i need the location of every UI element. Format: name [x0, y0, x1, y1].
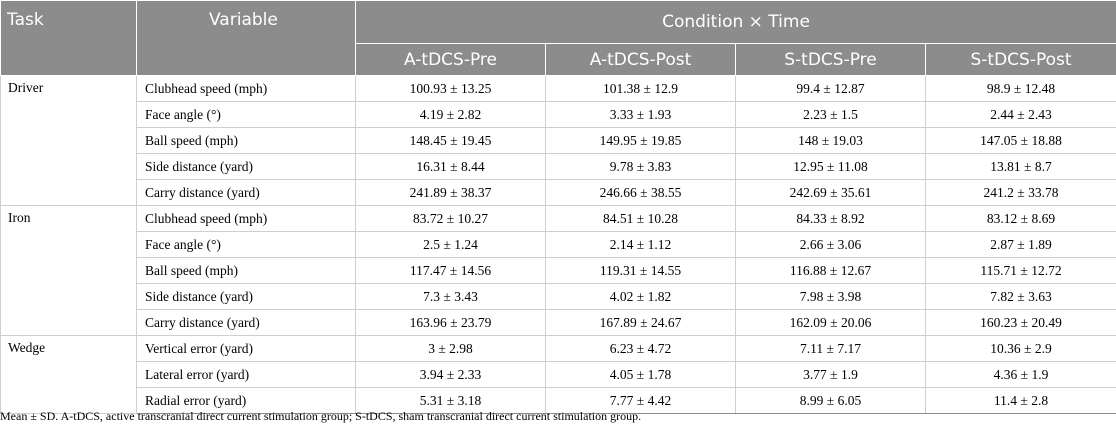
value-cell: 242.69 ± 35.61 [735, 179, 926, 206]
value-cell: 8.99 ± 6.05 [735, 387, 926, 414]
table-row: Carry distance (yard) 241.89 ± 38.37 246.6… [1, 179, 1116, 206]
value-cell: 7.98 ± 3.98 [735, 283, 926, 310]
header-variable: Variable [136, 0, 356, 76]
value-cell: 4.05 ± 1.78 [545, 361, 736, 388]
table-row: Iron Clubhead speed (mph) 83.72 ± 10.27 84.… [0, 205, 1116, 336]
value-cell: 241.2 ± 33.78 [924, 179, 1116, 206]
value-cell: 162.09 ± 20.06 [735, 309, 926, 336]
table-row: Ball speed (mph) 117.47 ± 14.56 119.31 ± 1… [1, 257, 1116, 284]
value-cell: 119.31 ± 14.55 [545, 257, 736, 284]
value-cell: 163.96 ± 23.79 [355, 309, 546, 336]
header-col-s-tdcs-pre: S-tDCS-Pre [735, 43, 926, 76]
value-cell: 148.45 ± 19.45 [355, 127, 546, 154]
value-cell: 13.81 ± 8.7 [924, 153, 1116, 180]
table-row: Face angle (°) 2.5 ± 1.24 2.14 ± 1.12 2.66 … [1, 231, 1116, 258]
variable-cell: Side distance (yard) [136, 283, 356, 310]
value-cell: 11.4 ± 2.8 [924, 387, 1116, 414]
value-cell: 241.89 ± 38.37 [355, 179, 546, 206]
value-cell: 115.71 ± 12.72 [924, 257, 1116, 284]
header-col-a-tdcs-pre: A-tDCS-Pre [355, 43, 546, 76]
value-cell: 2.87 ± 1.89 [924, 231, 1116, 258]
variable-cell: Radial error (yard) [136, 387, 356, 414]
header-task: Task [0, 0, 137, 76]
value-cell: 83.72 ± 10.27 [355, 205, 546, 232]
value-cell: 148 ± 19.03 [735, 127, 926, 154]
value-cell: 4.02 ± 1.82 [545, 283, 736, 310]
variable-cell: Lateral error (yard) [136, 361, 356, 388]
variable-cell: Ball speed (mph) [136, 127, 356, 154]
value-cell: 99.4 ± 12.87 [735, 75, 926, 102]
value-cell: 3.94 ± 2.33 [355, 361, 546, 388]
table-header: Task Variable Condition × Time A-tDCS-Pr… [0, 0, 1116, 76]
value-cell: 4.36 ± 1.9 [924, 361, 1116, 388]
value-cell: 84.33 ± 8.92 [735, 205, 926, 232]
value-cell: 3.77 ± 1.9 [735, 361, 926, 388]
variable-cell: Clubhead speed (mph) [136, 205, 356, 232]
variable-cell: Ball speed (mph) [136, 257, 356, 284]
value-cell: 2.66 ± 3.06 [735, 231, 926, 258]
variable-cell: Vertical error (yard) [136, 335, 356, 362]
value-cell: 4.19 ± 2.82 [355, 101, 546, 128]
variable-cell: Carry distance (yard) [136, 179, 356, 206]
variable-cell: Carry distance (yard) [136, 309, 356, 336]
value-cell: 98.9 ± 12.48 [924, 75, 1116, 102]
value-cell: 2.44 ± 2.43 [924, 101, 1116, 128]
table-row: Driver Clubhead speed (mph) 100.93 ± 13.25… [0, 75, 1116, 206]
value-cell: 12.95 ± 11.08 [735, 153, 926, 180]
value-cell: 100.93 ± 13.25 [355, 75, 546, 102]
header-condition-time: Condition × Time [354, 0, 1116, 44]
value-cell: 7.82 ± 3.63 [924, 283, 1116, 310]
value-cell: 2.5 ± 1.24 [355, 231, 546, 258]
value-cell: 9.78 ± 3.83 [545, 153, 736, 180]
value-cell: 7.3 ± 3.43 [355, 283, 546, 310]
header-col-a-tdcs-post: A-tDCS-Post [545, 43, 736, 76]
value-cell: 7.11 ± 7.17 [735, 335, 926, 362]
value-cell: 2.14 ± 1.12 [545, 231, 736, 258]
value-cell: 147.05 ± 18.88 [924, 127, 1116, 154]
variable-cell: Side distance (yard) [136, 153, 356, 180]
task-cell: Wedge [0, 335, 137, 414]
value-cell: 5.31 ± 3.18 [355, 387, 546, 414]
variable-cell: Face angle (°) [136, 101, 356, 128]
value-cell: 117.47 ± 14.56 [355, 257, 546, 284]
value-cell: 3 ± 2.98 [355, 335, 546, 362]
value-cell: 167.89 ± 24.67 [545, 309, 736, 336]
value-cell: 6.23 ± 4.72 [545, 335, 736, 362]
value-cell: 160.23 ± 20.49 [924, 309, 1116, 336]
table-row: Face angle (°) 4.19 ± 2.82 3.33 ± 1.93 2.23… [1, 101, 1116, 128]
value-cell: 2.23 ± 1.5 [735, 101, 926, 128]
table-row: Wedge Vertical error (yard) 3 ± 2.98 6.23 ±… [0, 335, 1116, 414]
table-footnote: Mean ± SD. A-tDCS, active transcranial d… [0, 409, 642, 423]
table-row: Ball speed (mph) 148.45 ± 19.45 149.95 ± 1… [1, 127, 1116, 154]
variable-cell: Face angle (°) [136, 231, 356, 258]
value-cell: 149.95 ± 19.85 [545, 127, 736, 154]
task-cell: Driver [0, 75, 137, 206]
variable-cell: Clubhead speed (mph) [136, 75, 356, 102]
results-table: Task Variable Condition × Time A-tDCS-Pr… [0, 0, 1116, 414]
table-row: Carry distance (yard) 163.96 ± 23.79 167.8… [1, 309, 1116, 336]
table-row: Side distance (yard) 7.3 ± 3.43 4.02 ± 1.8… [1, 283, 1116, 310]
table-row: Side distance (yard) 16.31 ± 8.44 9.78 ± 3… [1, 153, 1116, 180]
value-cell: 10.36 ± 2.9 [924, 335, 1116, 362]
value-cell: 3.33 ± 1.93 [545, 101, 736, 128]
header-col-s-tdcs-post: S-tDCS-Post [924, 43, 1116, 76]
value-cell: 84.51 ± 10.28 [545, 205, 736, 232]
value-cell: 116.88 ± 12.67 [735, 257, 926, 284]
value-cell: 16.31 ± 8.44 [355, 153, 546, 180]
table-row: Lateral error (yard) 3.94 ± 2.33 4.05 ± 1.… [1, 361, 1116, 388]
value-cell: 246.66 ± 38.55 [545, 179, 736, 206]
value-cell: 101.38 ± 12.9 [545, 75, 736, 102]
value-cell: 83.12 ± 8.69 [924, 205, 1116, 232]
task-cell: Iron [0, 205, 137, 336]
table-row: Radial error (yard) 5.31 ± 3.18 7.77 ± 4.4… [1, 387, 1116, 414]
table-body: Driver Clubhead speed (mph) 100.93 ± 13.25… [0, 75, 1116, 414]
